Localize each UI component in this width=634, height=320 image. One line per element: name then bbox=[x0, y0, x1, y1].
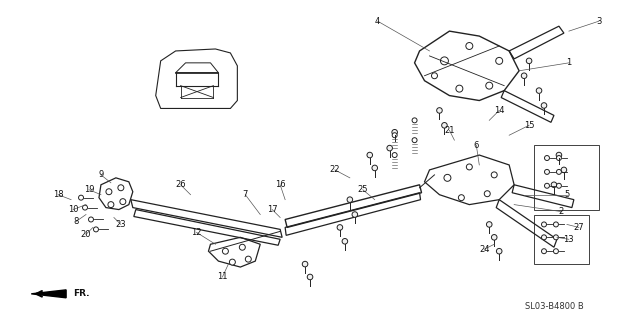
Circle shape bbox=[412, 138, 417, 143]
Circle shape bbox=[496, 57, 503, 64]
Polygon shape bbox=[31, 290, 66, 298]
Circle shape bbox=[89, 217, 93, 222]
Circle shape bbox=[484, 191, 490, 197]
Text: 1: 1 bbox=[566, 58, 571, 67]
Text: 27: 27 bbox=[574, 223, 584, 232]
Circle shape bbox=[458, 195, 464, 201]
Circle shape bbox=[541, 235, 547, 240]
Circle shape bbox=[342, 238, 347, 244]
Circle shape bbox=[93, 227, 98, 232]
Circle shape bbox=[467, 164, 472, 170]
Circle shape bbox=[441, 57, 448, 65]
Circle shape bbox=[557, 169, 562, 174]
Circle shape bbox=[347, 197, 353, 203]
Circle shape bbox=[392, 133, 397, 138]
Circle shape bbox=[392, 153, 397, 157]
Circle shape bbox=[230, 259, 235, 265]
Bar bbox=[534, 214, 589, 264]
Circle shape bbox=[437, 108, 443, 113]
Text: 2: 2 bbox=[559, 207, 564, 216]
Circle shape bbox=[337, 225, 343, 230]
Text: 14: 14 bbox=[494, 106, 505, 115]
Text: 16: 16 bbox=[275, 180, 285, 189]
Circle shape bbox=[553, 235, 559, 240]
Circle shape bbox=[372, 165, 377, 171]
Text: 17: 17 bbox=[267, 205, 278, 214]
Text: 6: 6 bbox=[474, 140, 479, 150]
Circle shape bbox=[545, 156, 550, 161]
Circle shape bbox=[553, 222, 559, 227]
Circle shape bbox=[108, 202, 114, 208]
Circle shape bbox=[387, 145, 392, 151]
Text: 21: 21 bbox=[444, 126, 455, 135]
Text: 22: 22 bbox=[330, 165, 340, 174]
Circle shape bbox=[541, 249, 547, 254]
Text: FR.: FR. bbox=[73, 289, 89, 298]
Circle shape bbox=[240, 244, 245, 250]
Text: 18: 18 bbox=[53, 190, 63, 199]
Circle shape bbox=[245, 256, 251, 262]
Circle shape bbox=[541, 103, 547, 108]
Circle shape bbox=[561, 167, 567, 173]
Circle shape bbox=[392, 130, 398, 135]
Circle shape bbox=[307, 274, 313, 280]
Circle shape bbox=[302, 261, 308, 267]
Circle shape bbox=[526, 58, 532, 64]
Circle shape bbox=[521, 73, 527, 78]
Circle shape bbox=[496, 248, 502, 254]
Circle shape bbox=[444, 174, 451, 181]
Text: 25: 25 bbox=[358, 185, 368, 194]
Circle shape bbox=[82, 205, 87, 210]
Text: 12: 12 bbox=[191, 228, 202, 237]
Circle shape bbox=[106, 189, 112, 195]
Text: 10: 10 bbox=[68, 205, 79, 214]
Text: 9: 9 bbox=[98, 170, 103, 180]
Text: 3: 3 bbox=[596, 17, 602, 26]
Circle shape bbox=[367, 152, 373, 158]
Circle shape bbox=[352, 212, 358, 217]
Text: 20: 20 bbox=[81, 230, 91, 239]
Text: 23: 23 bbox=[115, 220, 126, 229]
Text: 24: 24 bbox=[479, 245, 489, 254]
Circle shape bbox=[536, 88, 542, 93]
Circle shape bbox=[491, 235, 497, 240]
Circle shape bbox=[223, 248, 228, 254]
Text: 13: 13 bbox=[564, 235, 574, 244]
Circle shape bbox=[556, 152, 562, 158]
Bar bbox=[534, 145, 598, 210]
Text: 8: 8 bbox=[74, 217, 79, 226]
Circle shape bbox=[545, 183, 550, 188]
Circle shape bbox=[491, 172, 497, 178]
Text: 11: 11 bbox=[217, 272, 228, 282]
Circle shape bbox=[412, 118, 417, 123]
Circle shape bbox=[541, 222, 547, 227]
Circle shape bbox=[466, 43, 473, 50]
Circle shape bbox=[442, 123, 447, 128]
Text: 15: 15 bbox=[524, 121, 534, 130]
Circle shape bbox=[456, 85, 463, 92]
Text: 4: 4 bbox=[375, 17, 380, 26]
Circle shape bbox=[486, 82, 493, 89]
Text: 7: 7 bbox=[243, 190, 248, 199]
Circle shape bbox=[557, 156, 562, 161]
Circle shape bbox=[557, 183, 562, 188]
Circle shape bbox=[118, 185, 124, 191]
Circle shape bbox=[553, 249, 559, 254]
Circle shape bbox=[486, 222, 492, 227]
Circle shape bbox=[120, 199, 126, 204]
Circle shape bbox=[545, 169, 550, 174]
Circle shape bbox=[551, 182, 557, 188]
Text: 26: 26 bbox=[175, 180, 186, 189]
Text: 19: 19 bbox=[84, 185, 94, 194]
Circle shape bbox=[79, 195, 84, 200]
Text: 5: 5 bbox=[564, 190, 569, 199]
Circle shape bbox=[432, 73, 437, 79]
Text: SL03-B4800 B: SL03-B4800 B bbox=[524, 302, 583, 311]
